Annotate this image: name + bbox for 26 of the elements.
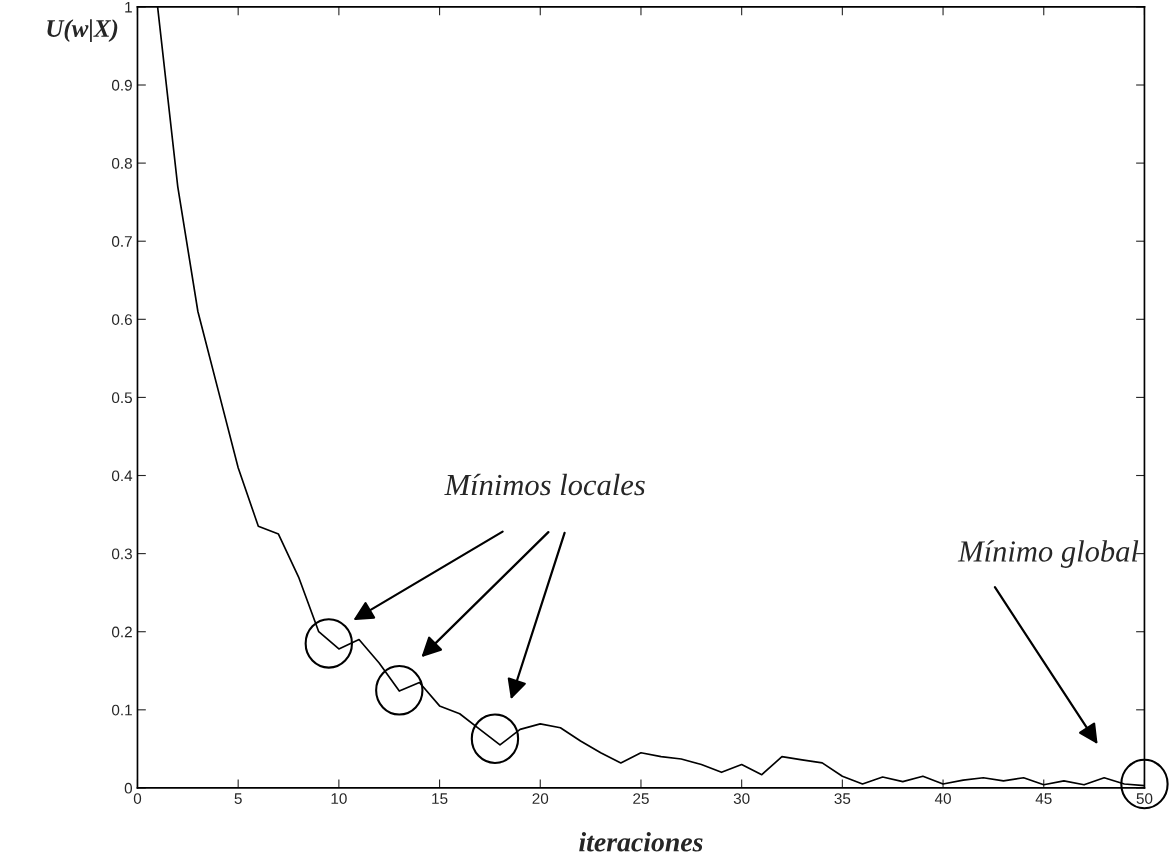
- x-tick-label: 10: [331, 793, 347, 804]
- y-tick-label: 0.6: [111, 314, 132, 325]
- y-axis-title: U(w|X): [47, 19, 118, 43]
- y-tick-label: 0.8: [111, 157, 132, 169]
- y-tick-label: 0: [124, 782, 133, 794]
- x-tick-label: 45: [1035, 793, 1052, 804]
- x-axis-title: iteraciones: [579, 832, 703, 852]
- x-tick-label: 0: [133, 793, 142, 804]
- x-tick-label: 40: [934, 793, 951, 804]
- x-tick-label: 25: [633, 793, 649, 804]
- x-tick-label: 30: [733, 793, 750, 804]
- x-tick-label: 15: [432, 793, 448, 804]
- annotation: Mínimo global: [957, 540, 1139, 568]
- y-tick-label: 0.7: [111, 236, 132, 247]
- y-tick-label: 0.9: [111, 79, 132, 91]
- x-tick-label: 20: [532, 793, 549, 804]
- x-tick-label: 50: [1136, 793, 1153, 804]
- x-tick-label: 5: [234, 793, 242, 804]
- y-tick-label: 0.5: [111, 392, 132, 404]
- y-tick-label: 0.3: [111, 548, 132, 560]
- x-tick-label: 35: [834, 793, 851, 804]
- y-tick-label: 0.4: [111, 470, 133, 482]
- y-tick-label: 0.1: [111, 704, 132, 716]
- y-tick-label: 1: [125, 1, 132, 13]
- y-tick-label: 0.2: [111, 626, 132, 638]
- annotation: Mínimos locales: [444, 473, 645, 496]
